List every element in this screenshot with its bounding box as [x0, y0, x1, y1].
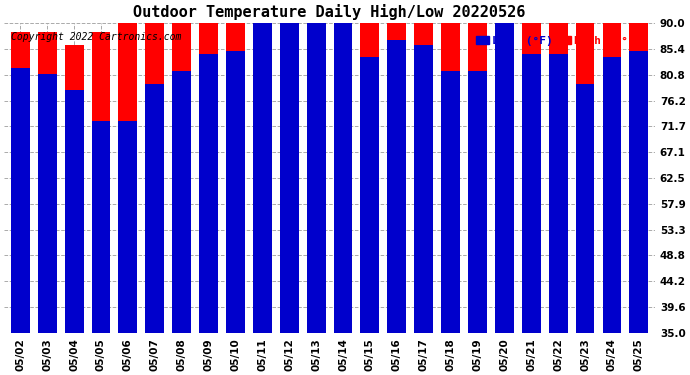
Bar: [253, 23, 272, 333]
Bar: [495, 0, 514, 333]
Bar: [11, 32, 30, 333]
Bar: [172, 0, 191, 333]
Bar: [65, 90, 83, 333]
Bar: [468, 0, 487, 333]
Bar: [333, 0, 353, 333]
Bar: [522, 0, 541, 333]
Bar: [360, 0, 380, 333]
Bar: [92, 32, 110, 333]
Bar: [38, 32, 57, 333]
Bar: [253, 0, 272, 333]
Bar: [387, 40, 406, 333]
Bar: [65, 45, 83, 333]
Bar: [92, 122, 110, 333]
Bar: [333, 0, 353, 333]
Bar: [602, 0, 622, 333]
Bar: [575, 84, 595, 333]
Bar: [146, 84, 164, 333]
Bar: [414, 0, 433, 333]
Bar: [549, 54, 568, 333]
Bar: [468, 71, 487, 333]
Bar: [172, 71, 191, 333]
Legend: Low  (°F), High  (°F): Low (°F), High (°F): [471, 32, 646, 50]
Bar: [495, 0, 514, 333]
Bar: [226, 51, 245, 333]
Bar: [414, 45, 433, 333]
Bar: [360, 57, 380, 333]
Bar: [307, 0, 326, 333]
Bar: [387, 0, 406, 333]
Bar: [11, 68, 30, 333]
Bar: [575, 0, 595, 333]
Bar: [441, 23, 460, 333]
Bar: [602, 57, 622, 333]
Title: Outdoor Temperature Daily High/Low 20220526: Outdoor Temperature Daily High/Low 20220…: [133, 4, 526, 20]
Bar: [119, 122, 137, 333]
Bar: [280, 0, 299, 333]
Bar: [629, 0, 648, 333]
Bar: [307, 0, 326, 333]
Bar: [119, 6, 137, 333]
Bar: [522, 54, 541, 333]
Bar: [146, 0, 164, 333]
Bar: [199, 0, 218, 333]
Bar: [441, 71, 460, 333]
Text: Copyright 2022 Cartronics.com: Copyright 2022 Cartronics.com: [10, 32, 181, 42]
Bar: [629, 51, 648, 333]
Bar: [38, 74, 57, 333]
Bar: [280, 0, 299, 333]
Bar: [199, 54, 218, 333]
Bar: [549, 0, 568, 333]
Bar: [226, 0, 245, 333]
